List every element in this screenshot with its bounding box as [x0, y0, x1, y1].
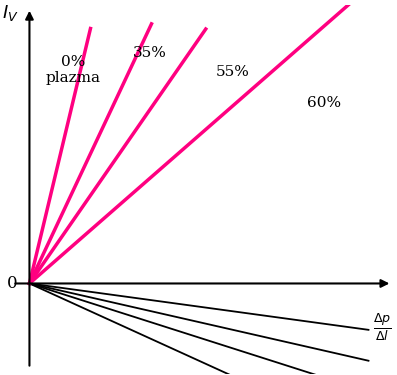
- Text: 60%: 60%: [307, 96, 341, 110]
- Text: $\frac{\Delta p}{\Delta l}$: $\frac{\Delta p}{\Delta l}$: [373, 312, 391, 343]
- Text: 55%: 55%: [216, 65, 250, 79]
- Text: 35%: 35%: [133, 46, 167, 60]
- Text: 0%
plazma: 0% plazma: [46, 55, 101, 85]
- Text: $I_V$: $I_V$: [2, 3, 19, 23]
- Text: 0: 0: [7, 275, 18, 292]
